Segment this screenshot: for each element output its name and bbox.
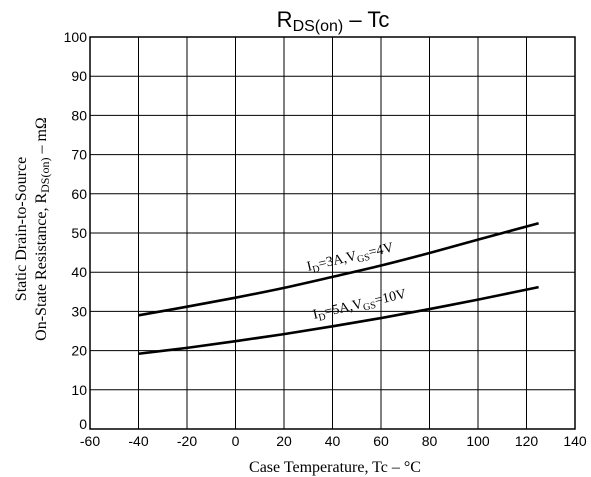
y-tick-label: 40 — [71, 264, 87, 280]
x-tick-label: -40 — [128, 433, 148, 449]
y-tick-label: 30 — [71, 303, 87, 319]
x-tick-label: -20 — [177, 433, 197, 449]
x-tick-label: 120 — [515, 433, 539, 449]
y-tick-label: 70 — [71, 147, 87, 163]
x-tick-label: 60 — [373, 433, 389, 449]
y-tick-label: 60 — [71, 186, 87, 202]
chart-title: RDS(on) – Tc — [277, 7, 390, 35]
series-line-1 — [139, 287, 539, 354]
x-tick-label: 100 — [466, 433, 490, 449]
svg-text:On-State Resistance, RDS(on): On-State Resistance, RDS(on) – mΩ — [33, 117, 52, 341]
series-label-id3a: ID=3A,VGS=4V — [306, 240, 396, 276]
y-tick-label: 10 — [71, 382, 87, 398]
y-tick-label: 80 — [71, 107, 87, 123]
x-axis-label: Case Temperature, Tc – °C — [249, 459, 421, 476]
svg-text:Static Drain-to-Source: Static Drain-to-Source — [13, 157, 30, 301]
y-tick-label: 0 — [79, 416, 87, 432]
series-label-id5a: ID=5A,VGS=10V — [312, 287, 409, 325]
y-tick-label: 100 — [64, 29, 88, 45]
axes: -60 -40 -20 0 20 40 60 80 100 120 140 0 10 20 30 40 50 60… — [64, 29, 587, 449]
x-tick-label: 20 — [276, 433, 292, 449]
x-tick-label: 140 — [563, 433, 587, 449]
x-tick-label: 80 — [422, 433, 438, 449]
x-tick-label: 0 — [232, 433, 240, 449]
x-tick-label: -60 — [80, 433, 100, 449]
series — [138, 223, 538, 354]
y-tick-label: 20 — [71, 343, 87, 359]
y-axis-label: Static Drain-to-Source On-State Resistan… — [13, 117, 52, 341]
y-tick-label: 50 — [71, 225, 87, 241]
y-tick-label: 90 — [71, 68, 87, 84]
x-tick-label: 40 — [325, 433, 341, 449]
